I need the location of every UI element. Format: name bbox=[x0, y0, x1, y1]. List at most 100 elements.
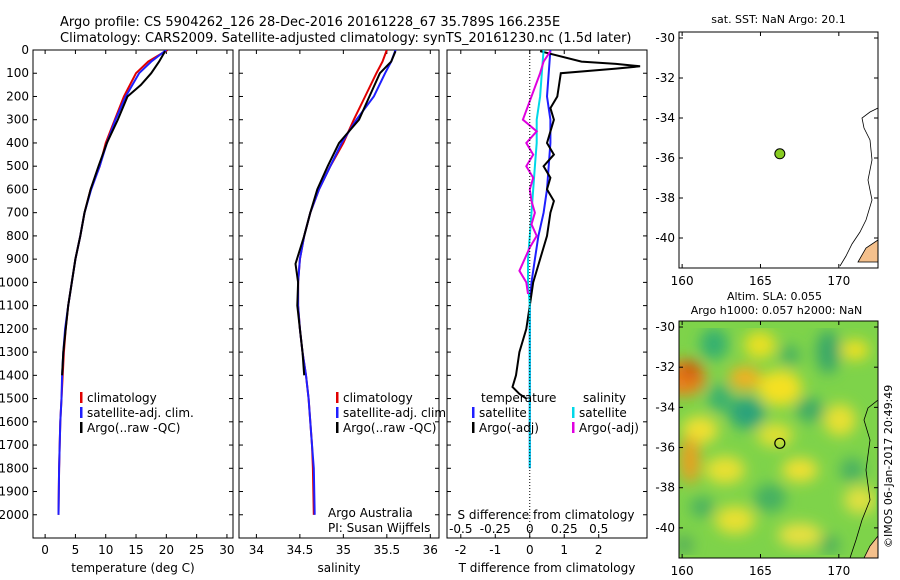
map-border bbox=[678, 320, 879, 559]
heatmap-blob bbox=[841, 340, 869, 360]
y-tick-label: -36 bbox=[655, 151, 675, 165]
y-tick-label: 1800 bbox=[0, 461, 29, 475]
coastline bbox=[849, 399, 878, 558]
figure-title-line1: Argo profile: CS 5904262_126 28-Dec-2016… bbox=[60, 15, 560, 30]
y-tick-label: 200 bbox=[6, 89, 29, 103]
map-title: sat. SST: NaN Argo: 20.1 bbox=[711, 13, 845, 26]
y-tick-label: -38 bbox=[655, 191, 675, 205]
x-tick-label: 36 bbox=[423, 543, 438, 557]
y-tick-label: 0 bbox=[21, 43, 29, 57]
y-tick-label: 400 bbox=[6, 136, 29, 150]
y-tick-label: 1200 bbox=[0, 322, 29, 336]
x-tick-label: 160 bbox=[671, 564, 694, 578]
y-tick-label: 1600 bbox=[0, 415, 29, 429]
heatmap-blob bbox=[744, 331, 776, 359]
sla-map: 160 165 170 -30 -32 -34 -36 -38 -40 Altim. SLA: 0… bbox=[655, 290, 879, 578]
y-tick-label: -40 bbox=[655, 231, 675, 245]
x-tick-label: 35.5 bbox=[373, 543, 400, 557]
y-tick-label: 500 bbox=[6, 159, 29, 173]
x-axis-label: salinity bbox=[317, 561, 360, 575]
heatmap-group bbox=[679, 321, 878, 558]
legend-swatch bbox=[336, 392, 339, 403]
y-tick-label: 1100 bbox=[0, 299, 29, 313]
y-tick-label: -30 bbox=[655, 320, 675, 334]
legend-entry: Argo(-adj) bbox=[479, 421, 539, 435]
y-tick-label: 100 bbox=[6, 66, 29, 80]
x-tick-label: 0 bbox=[41, 543, 49, 557]
annotation-pi: PI: Susan Wijffels bbox=[328, 521, 430, 535]
heatmap-blob bbox=[824, 404, 856, 436]
coastline-group bbox=[839, 107, 878, 267]
y-tick-label: 600 bbox=[6, 182, 29, 196]
y-tick-label: -40 bbox=[655, 521, 675, 535]
plot-frame bbox=[446, 49, 648, 539]
x2-tick-label: -0.25 bbox=[480, 522, 511, 536]
x-tick-label: 15 bbox=[128, 543, 143, 557]
heatmap-blob bbox=[844, 486, 876, 514]
heatmap-blob bbox=[796, 398, 824, 422]
legend-title-temperature: temperature bbox=[481, 391, 556, 405]
x-tick-label: -2 bbox=[455, 543, 467, 557]
x2-axis-label: S difference from climatology bbox=[458, 508, 635, 522]
x-tick-label: 34.5 bbox=[287, 543, 314, 557]
map-title: Altim. SLA: 0.055 bbox=[727, 290, 822, 303]
heatmap-blob bbox=[782, 458, 818, 482]
x-axis-label: temperature (deg C) bbox=[71, 561, 194, 575]
x-tick-label: 34 bbox=[249, 543, 264, 557]
argo-location-marker bbox=[774, 148, 786, 160]
difference-profile-chart: -2 -1 0 1 2 T difference from climatology -0.5… bbox=[446, 49, 648, 575]
x-tick-label: -1 bbox=[489, 543, 501, 557]
x-tick-label: 5 bbox=[72, 543, 80, 557]
heatmap-blob bbox=[729, 366, 761, 390]
y-tick-label: 1400 bbox=[0, 368, 29, 382]
series-group bbox=[57, 50, 169, 515]
y-tick-label: 1000 bbox=[0, 275, 29, 289]
heatmap-blob bbox=[679, 535, 694, 555]
x-tick-label: 25 bbox=[189, 543, 204, 557]
salinity-profile-chart: 34 34.5 35 35.5 36 salinity climatologysatelli… bbox=[238, 49, 450, 575]
x2-tick-label: 0.5 bbox=[589, 522, 608, 536]
heatmap-blob bbox=[705, 456, 745, 484]
legend-entry: satellite-adj. clim. bbox=[87, 406, 194, 420]
legend-swatch bbox=[472, 422, 475, 433]
heatmap-blob bbox=[680, 436, 700, 484]
y-tick-label: 1700 bbox=[0, 438, 29, 452]
coastline bbox=[839, 107, 878, 267]
y-tick-label: 800 bbox=[6, 229, 29, 243]
legend-entry: Argo(-adj) bbox=[579, 421, 639, 435]
argo-location-marker bbox=[774, 437, 786, 449]
legend-swatch bbox=[472, 407, 475, 418]
x-tick-label: 10 bbox=[98, 543, 113, 557]
y-tick-label: -38 bbox=[655, 481, 675, 495]
y-tick-label: 2000 bbox=[0, 508, 29, 522]
legend-swatch bbox=[80, 392, 83, 403]
legend-entry: Argo(..raw -QC) bbox=[87, 421, 180, 435]
x2-tick-label: 0 bbox=[526, 522, 534, 536]
heatmap-field bbox=[679, 328, 876, 555]
legend-entry: satellite-adj. clim. bbox=[343, 406, 450, 420]
annotation-argo-australia: Argo Australia bbox=[328, 506, 413, 520]
x-tick-label: 160 bbox=[671, 274, 694, 288]
legend-swatch bbox=[572, 407, 575, 418]
legend-entry: climatology bbox=[343, 391, 413, 405]
heatmap-blob bbox=[820, 535, 840, 555]
legend-title-salinity: salinity bbox=[583, 391, 626, 405]
y-tick-label: 1500 bbox=[0, 392, 29, 406]
heatmap-blob bbox=[680, 360, 700, 380]
y-tick-label: -32 bbox=[655, 360, 675, 374]
legend-entry: satellite bbox=[579, 406, 627, 420]
map-border bbox=[678, 31, 879, 269]
series-line-salinity-argo-adj- bbox=[518, 50, 552, 295]
series-line-satellite-adj-clim- bbox=[297, 50, 397, 515]
heatmap-blob bbox=[690, 497, 714, 517]
heatmap-blob bbox=[816, 330, 840, 374]
x2-tick-label: 0.25 bbox=[551, 522, 578, 536]
x-tick-label: 165 bbox=[749, 564, 772, 578]
heatmap-blob bbox=[754, 484, 786, 512]
heatmap-blob bbox=[715, 506, 755, 534]
legend-swatch bbox=[80, 422, 83, 433]
heatmap-blob bbox=[840, 458, 864, 482]
legend-entry: satellite bbox=[479, 406, 527, 420]
x2-tick-label: -0.5 bbox=[449, 522, 472, 536]
